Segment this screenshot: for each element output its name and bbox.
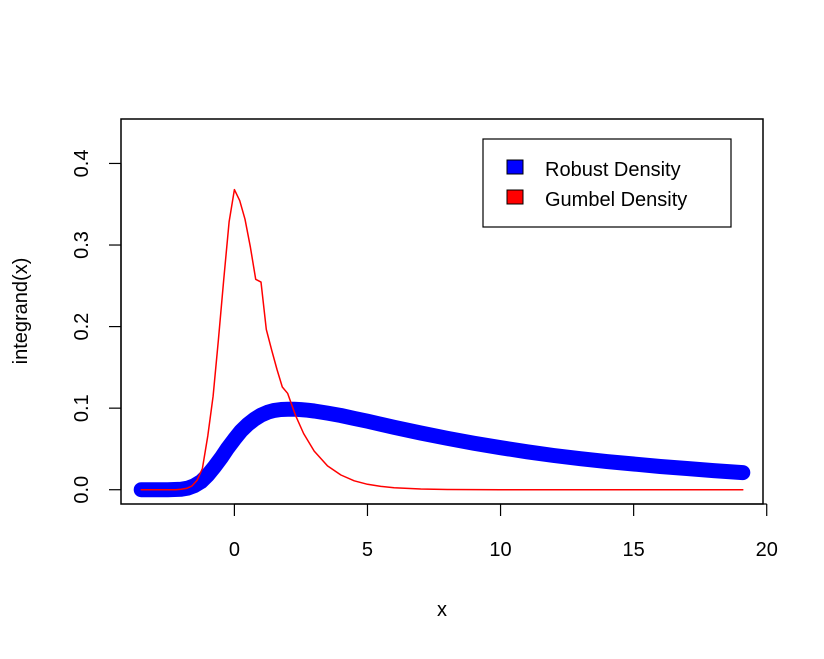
x-axis: 0 5 10 15 20 [229, 503, 778, 561]
legend-swatch-gumbel [506, 189, 524, 205]
y-tick-label: 0.4 [71, 150, 93, 178]
x-axis-label: x [437, 599, 447, 621]
legend-label-gumbel: Gumbel Density [545, 189, 687, 211]
x-tick-label: 5 [362, 539, 373, 561]
x-tick-label: 20 [756, 539, 778, 561]
y-tick-label: 0.0 [71, 476, 93, 504]
y-tick-label: 0.1 [71, 394, 93, 422]
series-robust-density-line [133, 401, 751, 498]
legend-box [482, 138, 732, 228]
legend: Robust Density Gumbel Density [482, 138, 732, 228]
y-axis-label: integrand(x) [10, 258, 32, 365]
y-tick-label: 0.3 [71, 231, 93, 259]
x-tick-label: 0 [229, 539, 240, 561]
x-tick-label: 10 [489, 539, 511, 561]
legend-label-robust: Robust Density [545, 159, 681, 181]
series-gumbel-density-line [140, 188, 744, 491]
legend-swatch-robust [506, 159, 524, 175]
series-layer [133, 188, 751, 498]
x-tick-label: 15 [623, 539, 645, 561]
y-axis: 0.0 0.1 0.2 0.3 0.4 [71, 150, 122, 504]
y-tick-label: 0.2 [71, 313, 93, 341]
